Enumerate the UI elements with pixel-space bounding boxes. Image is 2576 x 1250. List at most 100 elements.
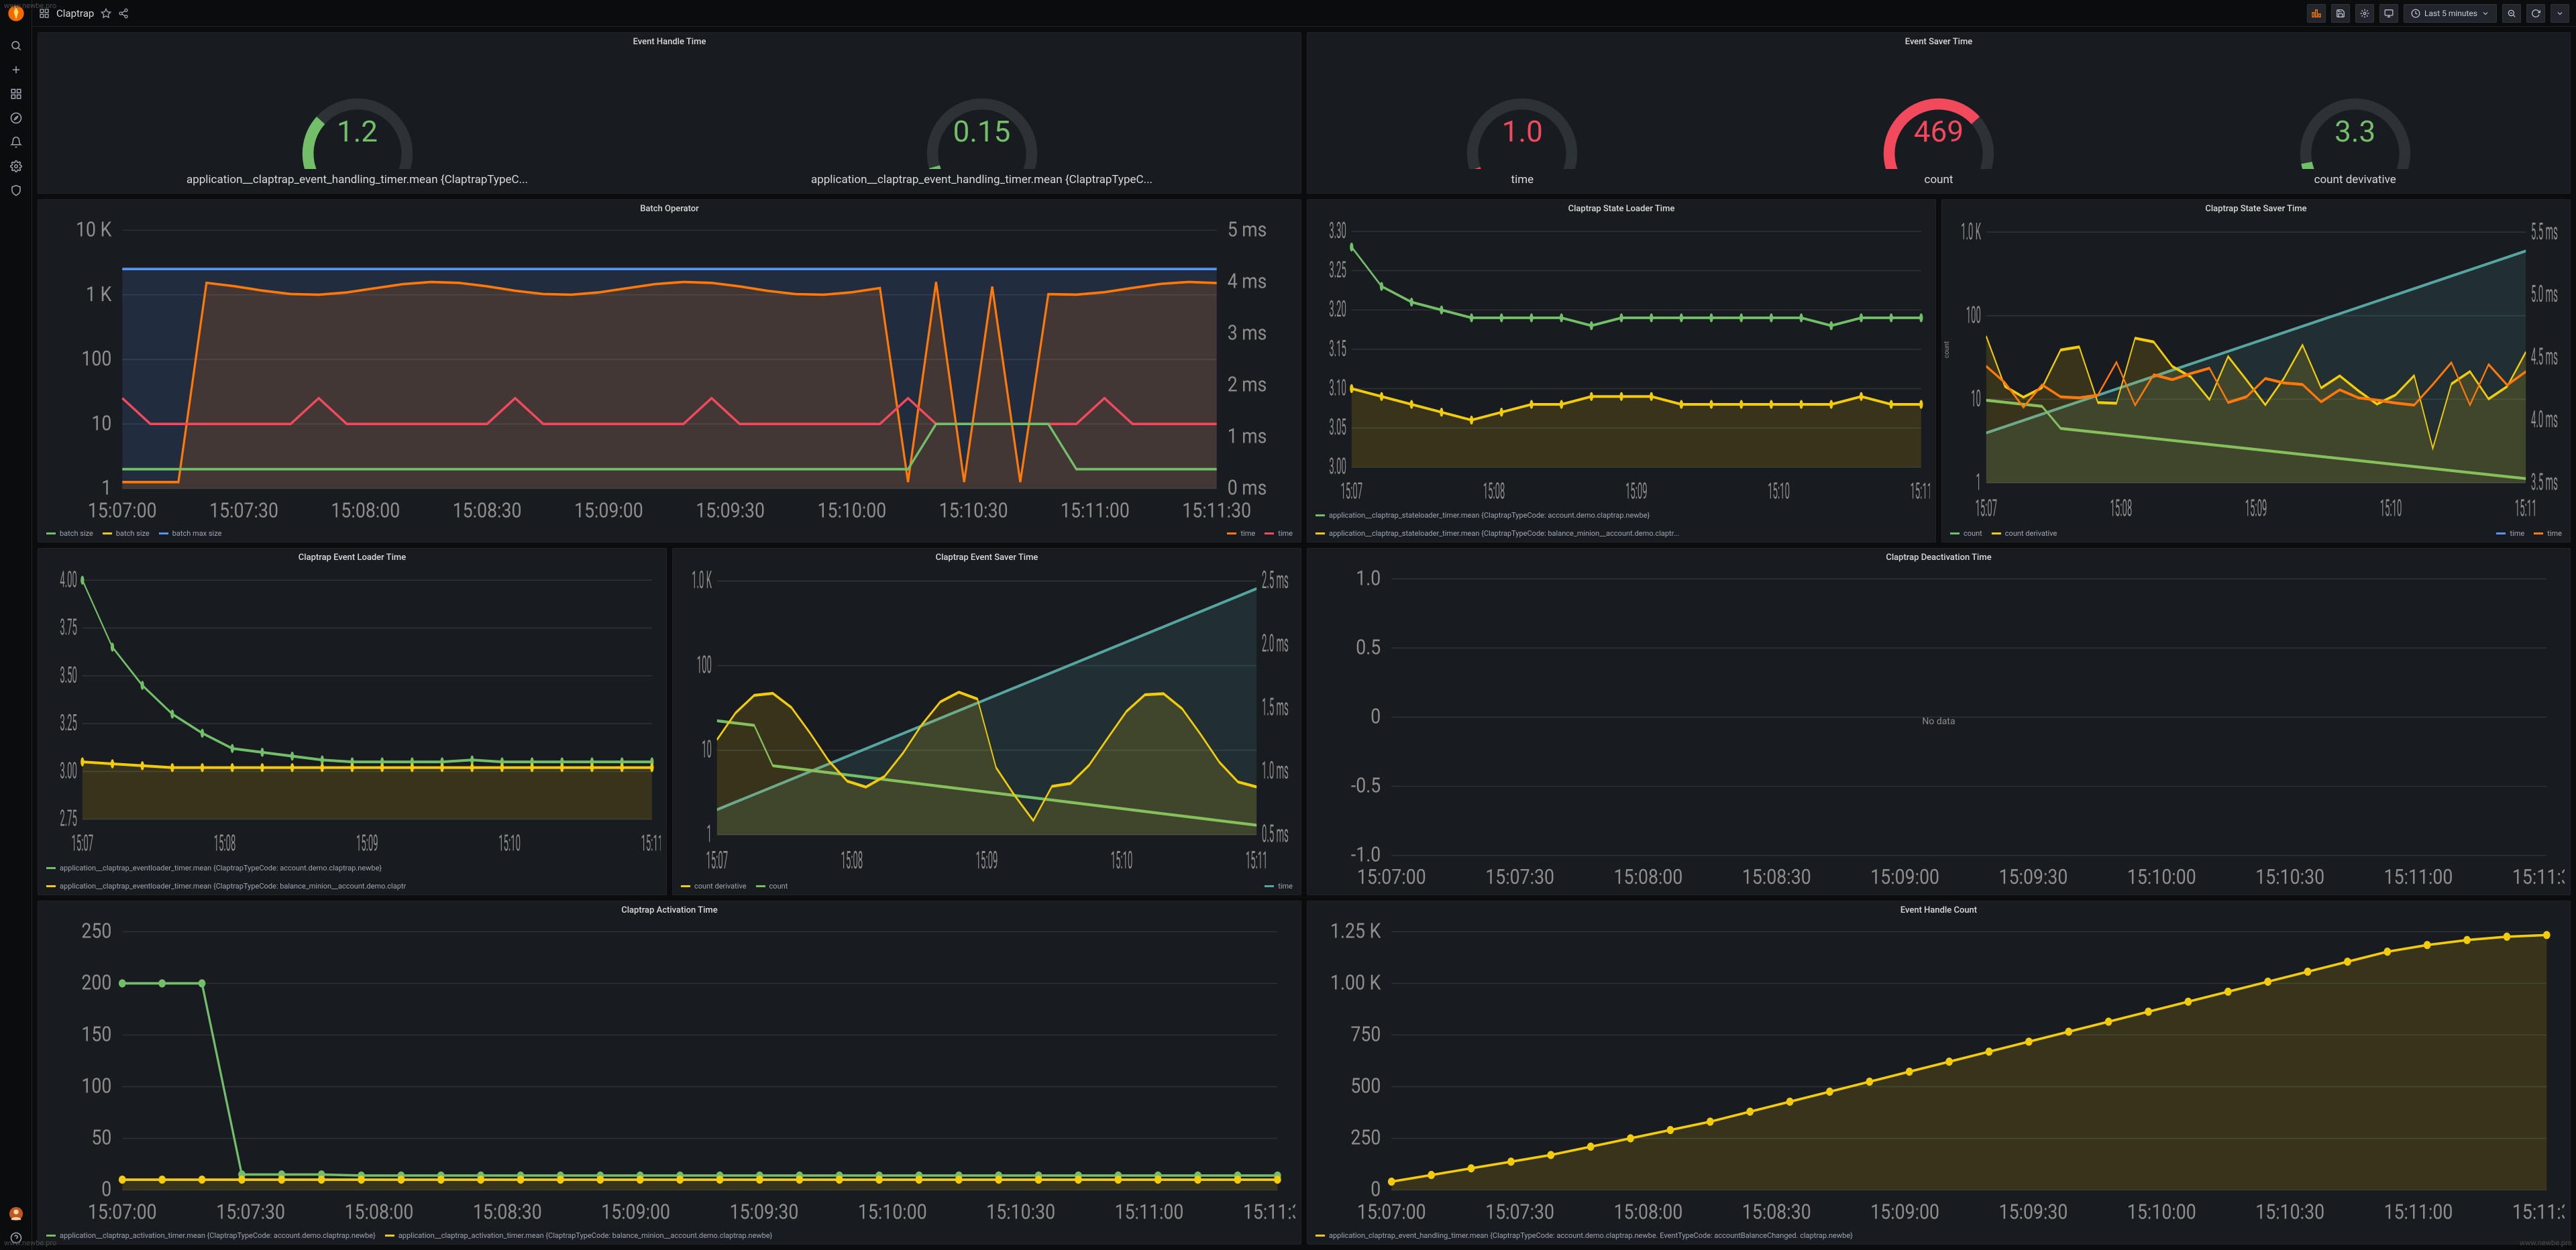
- panel-title: Event Handle Time: [38, 33, 1301, 48]
- svg-text:15:07: 15:07: [71, 831, 93, 858]
- panel-deactivation[interactable]: Claptrap Deactivation Time 1.00.50-0.5-1…: [1307, 548, 2571, 895]
- svg-text:1: 1: [707, 820, 712, 848]
- monitor-button[interactable]: [2379, 4, 2398, 23]
- svg-text:15:10: 15:10: [2380, 494, 2402, 522]
- legend-item[interactable]: application__claptrap_activation_timer.m…: [46, 1231, 376, 1240]
- settings-button[interactable]: [2355, 4, 2374, 23]
- svg-text:15:07: 15:07: [706, 846, 728, 874]
- dashboards-icon[interactable]: [4, 82, 28, 106]
- svg-text:15:11: 15:11: [1246, 846, 1268, 874]
- svg-text:4.5 ms: 4.5 ms: [2531, 343, 2558, 371]
- svg-text:1.00 K: 1.00 K: [1330, 971, 1381, 995]
- legend-item[interactable]: time: [1227, 529, 1255, 538]
- svg-text:150: 150: [81, 1023, 111, 1047]
- watermark: www.newbe.pro: [4, 1, 56, 10]
- svg-text:10: 10: [1971, 385, 1981, 412]
- svg-text:15:09:00: 15:09:00: [601, 1200, 670, 1225]
- legend-item[interactable]: application_claptrap_event_handling_time…: [1316, 1231, 1853, 1240]
- alerting-icon[interactable]: [4, 130, 28, 154]
- legend-item[interactable]: count derivative: [1992, 529, 2057, 538]
- panel-state-loader[interactable]: Claptrap State Loader Time 3.303.253.203…: [1307, 199, 1936, 543]
- legend-item[interactable]: application__claptrap_stateloader_timer.…: [1316, 511, 1650, 520]
- star-icon[interactable]: [101, 8, 111, 19]
- avatar-icon[interactable]: [4, 1202, 28, 1226]
- legend-item[interactable]: time: [2534, 529, 2562, 538]
- svg-text:15:07:30: 15:07:30: [1485, 866, 1554, 889]
- zoom-out-button[interactable]: [2502, 4, 2521, 23]
- svg-text:250: 250: [81, 919, 111, 944]
- gauge: 469 count: [1731, 89, 2147, 186]
- svg-text:15:10: 15:10: [498, 831, 521, 858]
- legend-item[interactable]: batch max size: [159, 529, 222, 538]
- svg-text:1 ms: 1 ms: [1228, 424, 1267, 449]
- svg-text:1.5 ms: 1.5 ms: [1262, 693, 1289, 721]
- legend-item[interactable]: count: [1950, 529, 1982, 538]
- y-axis-label: count: [1943, 341, 1951, 358]
- dashboard-title[interactable]: Claptrap: [56, 7, 94, 19]
- gauge-value: 1.2: [337, 117, 378, 146]
- legend-item[interactable]: batch size: [103, 529, 150, 538]
- svg-text:4 ms: 4 ms: [1228, 270, 1267, 294]
- svg-text:2.75: 2.75: [60, 806, 77, 833]
- svg-text:5.5 ms: 5.5 ms: [2531, 218, 2558, 245]
- refresh-interval-button[interactable]: [2551, 4, 2569, 23]
- svg-text:2 ms: 2 ms: [1228, 373, 1267, 397]
- config-icon[interactable]: [4, 154, 28, 178]
- gauge-label: count: [1731, 173, 2147, 186]
- gauge-label: count devivative: [2147, 173, 2563, 186]
- svg-text:15:11:00: 15:11:00: [2384, 1200, 2453, 1225]
- plus-icon[interactable]: [4, 58, 28, 82]
- panel-title: Claptrap Deactivation Time: [1307, 549, 2570, 564]
- svg-text:15:08:30: 15:08:30: [473, 1200, 542, 1225]
- legend-item[interactable]: time: [1265, 529, 1293, 538]
- svg-text:10 K: 10 K: [76, 218, 111, 242]
- share-icon[interactable]: [118, 8, 129, 19]
- legend-item[interactable]: application__claptrap_eventloader_timer.…: [46, 864, 382, 872]
- svg-text:15:11:00: 15:11:00: [1115, 1200, 1184, 1225]
- legend-item[interactable]: count derivative: [681, 882, 747, 891]
- gauge-value: 469: [1914, 117, 1964, 146]
- legend-item[interactable]: application__claptrap_activation_timer.m…: [385, 1231, 773, 1240]
- save-button[interactable]: [2331, 4, 2350, 23]
- svg-text:15:07: 15:07: [1975, 494, 1997, 522]
- legend-item[interactable]: time: [1265, 882, 1293, 891]
- gauge-label: application__claptrap_event_handling_tim…: [669, 173, 1294, 186]
- svg-text:15:10: 15:10: [1111, 846, 1133, 874]
- svg-text:15:09:30: 15:09:30: [1999, 1200, 2068, 1225]
- add-panel-button[interactable]: [2307, 4, 2326, 23]
- panel-event-handle-time[interactable]: Event Handle Time 1.2 application__clapt…: [38, 32, 1301, 194]
- svg-text:15:10:00: 15:10:00: [818, 498, 887, 522]
- svg-text:3.50: 3.50: [60, 663, 77, 689]
- svg-text:15:10:30: 15:10:30: [2255, 1200, 2324, 1225]
- panel-event-loader[interactable]: Claptrap Event Loader Time 4.003.753.503…: [38, 548, 667, 895]
- refresh-button[interactable]: [2526, 4, 2545, 23]
- gauge-value: 3.3: [2334, 117, 2375, 146]
- panel-batch-operator[interactable]: Batch Operator 10 K1 K1001015 ms4 ms3 ms…: [38, 199, 1301, 543]
- panel-state-saver[interactable]: Claptrap State Saver Time count 1.0 K100…: [1941, 199, 2571, 543]
- legend-item[interactable]: time: [2496, 529, 2524, 538]
- legend-item[interactable]: count: [756, 882, 788, 891]
- svg-text:3.25: 3.25: [60, 710, 77, 737]
- svg-text:15:08: 15:08: [841, 846, 863, 874]
- svg-text:-1.0: -1.0: [1351, 843, 1381, 866]
- legend-item[interactable]: application__claptrap_stateloader_timer.…: [1316, 529, 1679, 538]
- left-nav: [0, 0, 32, 1250]
- panel-event-handle-count[interactable]: Event Handle Count 1.25 K1.00 K750500250…: [1307, 901, 2571, 1245]
- shield-icon[interactable]: [4, 178, 28, 203]
- svg-text:0.5 ms: 0.5 ms: [1262, 820, 1289, 848]
- legend-item[interactable]: application__claptrap_eventloader_timer.…: [46, 882, 406, 891]
- panel-activation[interactable]: Claptrap Activation Time 250200150100500…: [38, 901, 1301, 1245]
- search-icon[interactable]: [4, 34, 28, 58]
- panel-title: Claptrap State Saver Time: [1942, 200, 2570, 215]
- panel-event-saver-time[interactable]: Event Saver Time 1.0 time 469 count 3.3 …: [1307, 32, 2571, 194]
- svg-text:15:08:00: 15:08:00: [1614, 866, 1683, 889]
- svg-text:3.05: 3.05: [1329, 415, 1346, 441]
- svg-text:3.15: 3.15: [1329, 337, 1346, 362]
- panel-title: Claptrap Event Loader Time: [38, 549, 666, 564]
- svg-text:3.75: 3.75: [60, 615, 77, 642]
- time-range-button[interactable]: Last 5 minutes: [2404, 4, 2497, 23]
- svg-text:250: 250: [1350, 1126, 1381, 1150]
- explore-icon[interactable]: [4, 106, 28, 130]
- legend-item[interactable]: batch size: [46, 529, 93, 538]
- panel-event-saver-chart[interactable]: Claptrap Event Saver Time 1.0 K1001012.5…: [672, 548, 1301, 895]
